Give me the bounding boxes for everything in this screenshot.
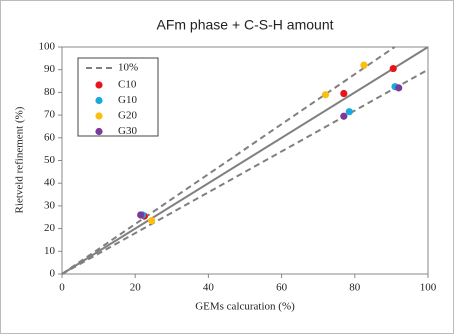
x-tick-label: 60	[276, 282, 288, 294]
legend-marker	[95, 127, 103, 136]
y-tick-label: 40	[44, 177, 56, 189]
x-tick-label: 20	[130, 282, 142, 294]
y-axis-label: Rietveld refinement (%)	[14, 106, 26, 213]
data-point	[340, 112, 348, 120]
y-tick-label: 0	[50, 268, 56, 280]
y-tick-label: 30	[44, 199, 56, 211]
y-tick-label: 60	[44, 131, 56, 143]
y-tick-label: 90	[44, 63, 56, 75]
data-point	[395, 84, 403, 92]
reference-line	[61, 46, 396, 275]
legend-marker	[95, 96, 103, 105]
x-tick-label: 0	[59, 282, 65, 294]
y-tick-label: 50	[44, 154, 56, 166]
data-point	[321, 91, 330, 99]
data-point	[360, 61, 368, 69]
legend-label: G10	[118, 94, 137, 106]
chart-title: AFm phase + C-S-H amount	[156, 17, 333, 33]
legend-label: 10%	[118, 62, 138, 74]
legend-box	[77, 57, 159, 137]
x-tick-label: 100	[420, 282, 437, 294]
reference-line	[61, 46, 429, 275]
legend-marker	[95, 112, 103, 120]
data-point	[389, 64, 397, 73]
legend-label: G20	[118, 110, 137, 122]
y-tick-label: 70	[44, 109, 56, 121]
y-tick-label: 10	[44, 245, 56, 257]
x-axis-label: GEMs calcuration (%)	[195, 301, 295, 313]
x-tick-label: 80	[349, 282, 361, 294]
legend-label: C10	[118, 79, 137, 91]
y-tick-label: 100	[39, 41, 56, 53]
legend-marker	[95, 81, 103, 89]
data-point	[137, 211, 145, 219]
data-point	[340, 89, 348, 98]
x-tick-label: 40	[203, 282, 215, 294]
legend-label: G30	[118, 125, 137, 137]
data-point	[345, 108, 353, 116]
y-tick-label: 20	[44, 222, 56, 234]
y-tick-label: 80	[44, 86, 56, 98]
data-point	[148, 217, 156, 225]
